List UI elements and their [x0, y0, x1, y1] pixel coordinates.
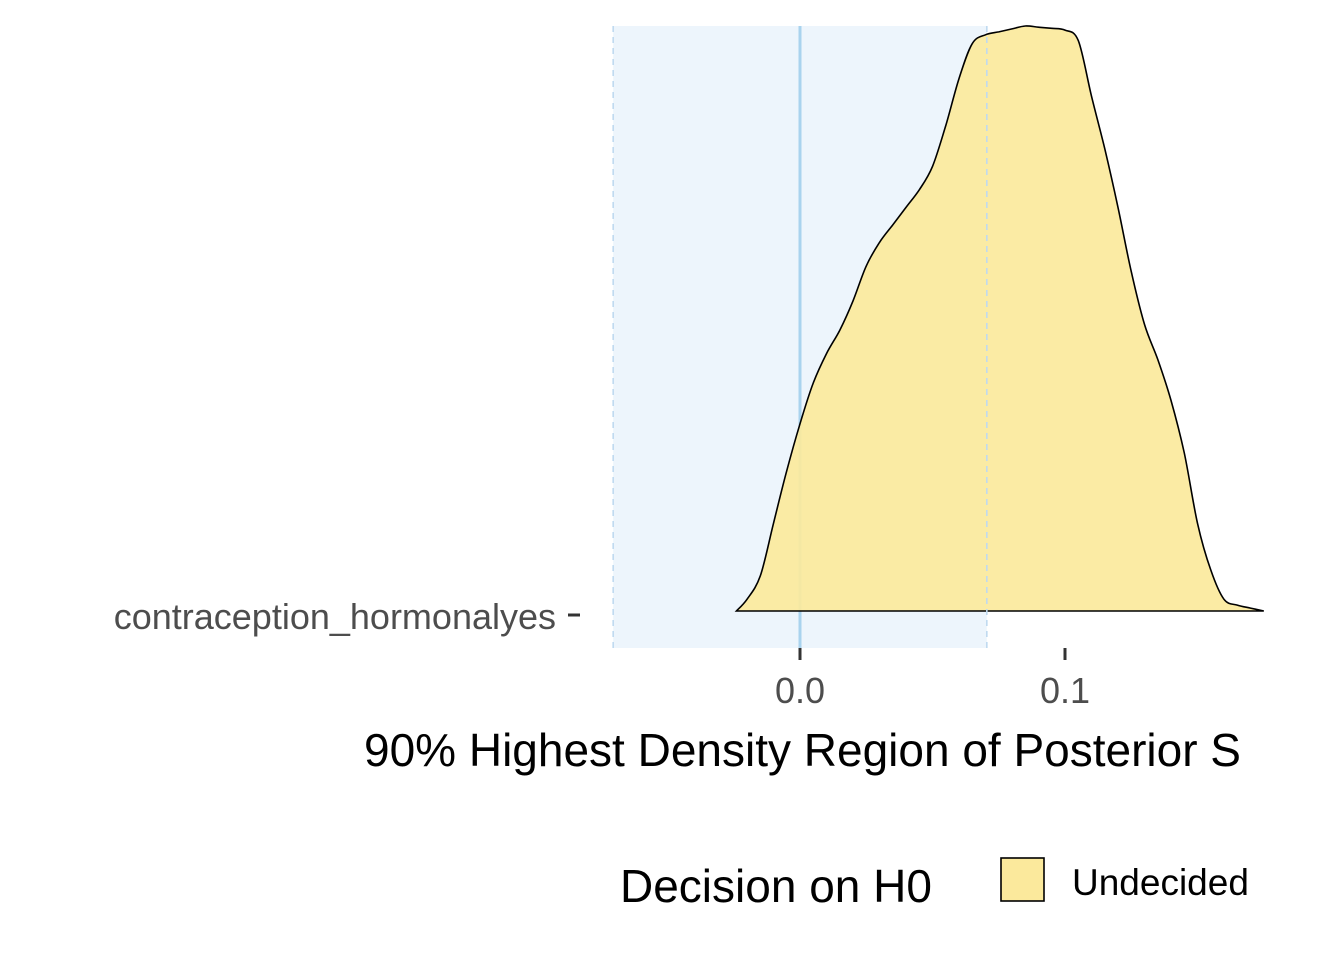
y-tick-label: contraception_hormonalyes: [114, 596, 556, 637]
x-axis-ticks: 0.0 0.1: [775, 648, 1090, 711]
x-tick-label: 0.0: [775, 670, 825, 711]
legend-title: Decision on H0: [620, 860, 932, 912]
legend-label-undecided: Undecided: [1072, 862, 1249, 903]
x-tick-label: 0.1: [1040, 670, 1090, 711]
density-area: [734, 25, 1264, 612]
legend-key-undecided: [1000, 857, 1045, 902]
x-axis-title: 90% Highest Density Region of Posterior …: [364, 724, 1241, 776]
